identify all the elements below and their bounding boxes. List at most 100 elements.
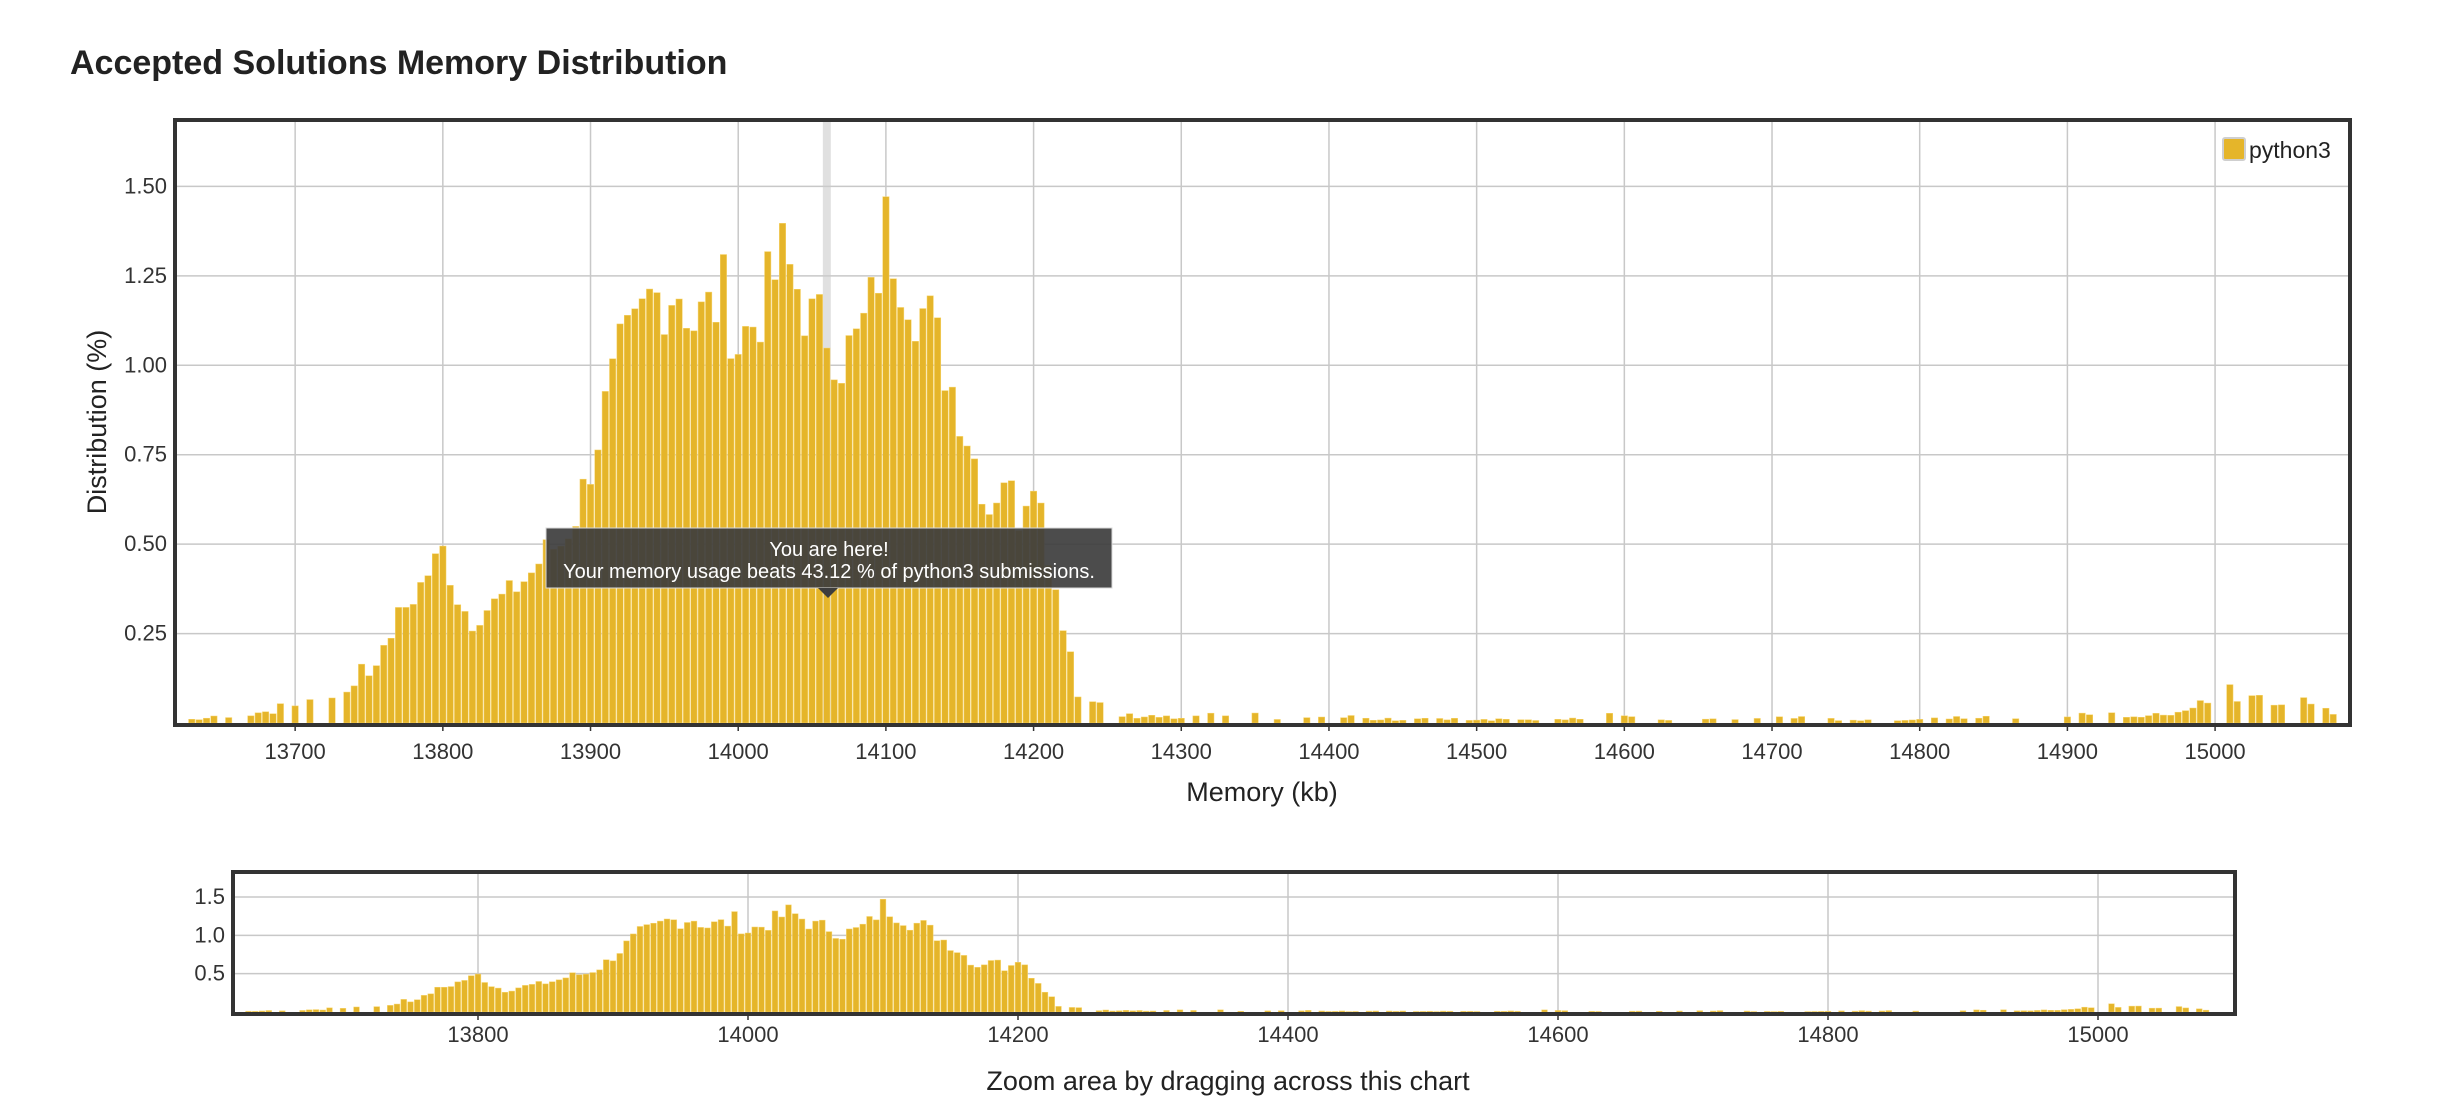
histogram-bar[interactable] xyxy=(1656,1011,1663,1013)
histogram-bar[interactable] xyxy=(2167,715,2175,724)
histogram-bar[interactable] xyxy=(1122,1010,1130,1013)
histogram-bar[interactable] xyxy=(974,967,981,1013)
histogram-bar[interactable] xyxy=(934,317,942,724)
histogram-bar[interactable] xyxy=(1514,1010,1521,1013)
histogram-bar[interactable] xyxy=(1702,718,1710,724)
legend[interactable]: python3 xyxy=(2222,137,2331,163)
histogram-bar[interactable] xyxy=(1014,962,1022,1013)
histogram-bar[interactable] xyxy=(2148,1007,2156,1013)
histogram-bar[interactable] xyxy=(758,926,765,1013)
histogram-bar[interactable] xyxy=(839,938,846,1013)
histogram-bar[interactable] xyxy=(1960,718,1968,724)
navigator-plot-border[interactable] xyxy=(231,870,2237,1016)
histogram-bar[interactable] xyxy=(1028,977,1035,1013)
histogram-bar[interactable] xyxy=(483,610,491,724)
histogram-bar[interactable] xyxy=(1392,1011,1400,1013)
histogram-bar[interactable] xyxy=(1421,718,1429,724)
histogram-bar[interactable] xyxy=(2020,1010,2027,1013)
histogram-bar[interactable] xyxy=(927,924,934,1013)
histogram-bar[interactable] xyxy=(926,295,934,724)
histogram-bar[interactable] xyxy=(852,927,860,1013)
histogram-bar[interactable] xyxy=(393,1003,401,1013)
histogram-bar[interactable] xyxy=(1635,1010,1643,1013)
histogram-bar[interactable] xyxy=(616,953,623,1013)
histogram-bar[interactable] xyxy=(520,581,528,724)
histogram-bar[interactable] xyxy=(2115,1007,2122,1013)
histogram-bar[interactable] xyxy=(576,974,583,1013)
histogram-bar[interactable] xyxy=(1338,1010,1346,1013)
histogram-bar[interactable] xyxy=(1980,1009,1987,1013)
histogram-bar[interactable] xyxy=(1908,719,1916,724)
histogram-bar[interactable] xyxy=(690,920,698,1013)
histogram-bar[interactable] xyxy=(2108,712,2116,724)
histogram-bar[interactable] xyxy=(2123,717,2130,724)
histogram-bar[interactable] xyxy=(262,711,270,724)
histogram-bar[interactable] xyxy=(815,294,823,724)
histogram-bar[interactable] xyxy=(1982,715,1990,724)
histogram-bar[interactable] xyxy=(1074,696,1082,724)
histogram-bar[interactable] xyxy=(704,927,711,1013)
histogram-bar[interactable] xyxy=(1190,1010,1197,1013)
histogram-bar[interactable] xyxy=(306,1009,313,1013)
histogram-bar[interactable] xyxy=(893,922,900,1013)
histogram-bar[interactable] xyxy=(513,591,521,724)
histogram-bar[interactable] xyxy=(1155,717,1163,724)
histogram-bar[interactable] xyxy=(555,979,563,1013)
histogram-bar[interactable] xyxy=(616,323,624,724)
histogram-bar[interactable] xyxy=(1676,1010,1683,1013)
histogram-bar[interactable] xyxy=(879,898,887,1013)
histogram-bar[interactable] xyxy=(1207,712,1215,724)
histogram-bar[interactable] xyxy=(328,697,336,724)
histogram-bar[interactable] xyxy=(1303,717,1311,724)
histogram-bar[interactable] xyxy=(387,1005,394,1013)
histogram-bar[interactable] xyxy=(1502,719,1510,724)
histogram-bar[interactable] xyxy=(1163,1010,1170,1013)
histogram-bar[interactable] xyxy=(1629,1010,1636,1013)
histogram-bar[interactable] xyxy=(712,322,720,724)
histogram-bar[interactable] xyxy=(2196,700,2204,724)
histogram-bar[interactable] xyxy=(2135,1005,2142,1013)
histogram-bar[interactable] xyxy=(1318,1010,1325,1013)
histogram-bar[interactable] xyxy=(2067,1009,2075,1013)
histogram-bar[interactable] xyxy=(2000,1009,2007,1013)
histogram-bar[interactable] xyxy=(1035,983,1042,1013)
histogram-bar[interactable] xyxy=(873,919,880,1013)
histogram-bar[interactable] xyxy=(1443,719,1451,724)
histogram-bar[interactable] xyxy=(299,1010,306,1013)
histogram-bar[interactable] xyxy=(1885,1010,1892,1013)
histogram-bar[interactable] xyxy=(446,585,454,724)
histogram-bar[interactable] xyxy=(697,301,705,724)
histogram-bar[interactable] xyxy=(1148,715,1156,724)
histogram-bar[interactable] xyxy=(528,572,535,724)
histogram-bar[interactable] xyxy=(1365,1010,1373,1013)
histogram-bar[interactable] xyxy=(778,916,785,1013)
histogram-bar[interactable] xyxy=(454,604,462,724)
histogram-bar[interactable] xyxy=(1000,482,1008,724)
histogram-bar[interactable] xyxy=(646,288,654,724)
histogram-bar[interactable] xyxy=(779,223,786,724)
histogram-bar[interactable] xyxy=(498,593,506,724)
histogram-bar[interactable] xyxy=(675,298,683,724)
histogram-bar[interactable] xyxy=(258,1010,266,1013)
histogram-bar[interactable] xyxy=(589,972,596,1013)
histogram-bar[interactable] xyxy=(1460,1011,1467,1013)
histogram-bar[interactable] xyxy=(252,1011,259,1013)
histogram-bar[interactable] xyxy=(2196,1008,2203,1013)
histogram-bar[interactable] xyxy=(2013,1010,2021,1013)
histogram-bar[interactable] xyxy=(1391,720,1399,724)
histogram-bar[interactable] xyxy=(798,918,806,1013)
histogram-bar[interactable] xyxy=(1835,720,1842,724)
histogram-bar[interactable] xyxy=(724,925,731,1013)
histogram-bar[interactable] xyxy=(2108,1003,2115,1013)
histogram-bar[interactable] xyxy=(1912,1010,1919,1013)
histogram-bar[interactable] xyxy=(188,718,196,724)
histogram-bar[interactable] xyxy=(508,990,515,1013)
histogram-bar[interactable] xyxy=(1030,490,1038,724)
histogram-bar[interactable] xyxy=(852,328,860,724)
histogram-bar[interactable] xyxy=(638,298,646,724)
histogram-bar[interactable] xyxy=(1436,718,1444,724)
histogram-bar[interactable] xyxy=(603,959,610,1013)
histogram-bar[interactable] xyxy=(1473,1011,1481,1013)
histogram-bar[interactable] xyxy=(742,326,750,724)
histogram-bar[interactable] xyxy=(582,973,590,1013)
